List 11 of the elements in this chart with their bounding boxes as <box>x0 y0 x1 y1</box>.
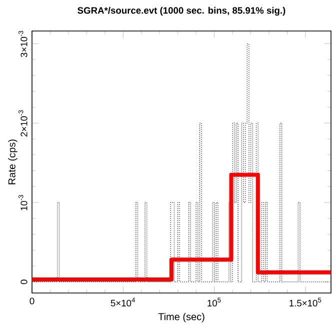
x-tick-label: 1.5×10$^{5}$ <box>290 298 322 306</box>
x-axis-title: Time (sec) <box>158 312 204 322</box>
x-tick-label: 0 <box>30 298 34 304</box>
x-tick-label: 5×10$^{4}$ <box>110 298 135 306</box>
y-tick-label: 0 <box>20 280 28 284</box>
y-axis-title: Rate (cps) <box>8 140 18 184</box>
y-tick-label: 2×10$^{-3}$ <box>18 110 28 136</box>
y-tick-label: 10$^{-3}$ <box>18 194 28 210</box>
x-tick-label: 10$^{5}$ <box>208 298 221 306</box>
chart-title: SGRA*/source.evt (1000 sec. bins, 85.91% sig.) <box>78 6 286 16</box>
y-tick-label: 3×10$^{-3}$ <box>18 30 28 58</box>
